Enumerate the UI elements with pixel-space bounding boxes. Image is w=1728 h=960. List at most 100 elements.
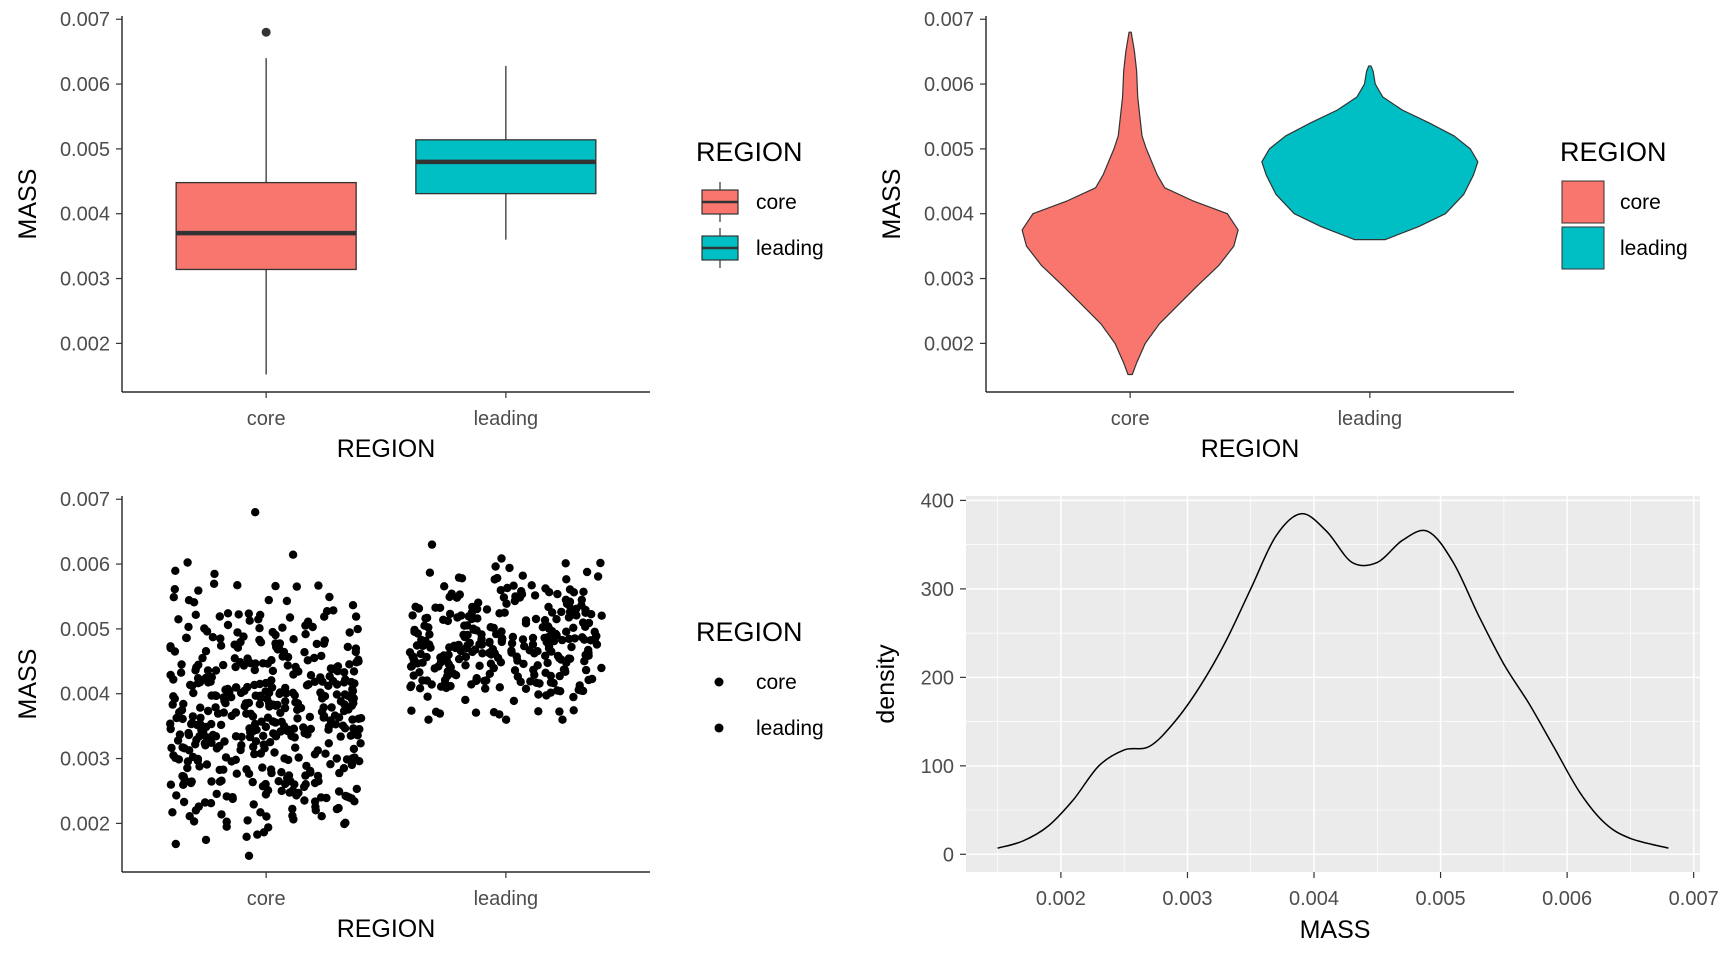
data-point-core (244, 851, 254, 860)
data-point-leading (518, 635, 528, 644)
data-point-core (171, 566, 180, 575)
data-point-leading (527, 581, 536, 590)
data-point-core (302, 681, 312, 690)
data-point-leading (492, 629, 501, 639)
data-point-leading (482, 605, 492, 614)
data-point-core (285, 788, 294, 797)
data-point-leading (406, 682, 415, 692)
data-point-core (201, 647, 211, 656)
data-point-core (345, 628, 354, 637)
data-point-leading (597, 611, 606, 620)
x-tick-label: 0.004 (1289, 888, 1339, 910)
data-point-leading (463, 630, 472, 640)
data-point-core (216, 720, 226, 730)
data-point-leading (578, 633, 587, 642)
data-point-core (207, 719, 216, 729)
data-point-leading (565, 585, 575, 594)
data-point-core (211, 666, 221, 675)
data-point-leading (424, 715, 433, 724)
y-tick-label: 0.005 (924, 139, 974, 161)
data-point-core (231, 732, 241, 741)
data-point-leading (521, 619, 531, 628)
data-point-leading (421, 614, 430, 623)
data-point-leading (413, 629, 422, 638)
data-point-core (289, 635, 298, 644)
data-point-leading (467, 614, 476, 624)
data-point-core (253, 830, 262, 839)
data-point-core (248, 777, 257, 787)
data-point-core (255, 700, 264, 709)
data-point-core (257, 717, 266, 726)
y-axis-title: MASS (14, 169, 42, 240)
x-tick-label: 0.002 (1036, 888, 1086, 910)
data-point-core (176, 668, 186, 677)
data-point-leading (562, 627, 571, 636)
data-point-core (336, 697, 346, 706)
data-point-leading (427, 540, 437, 549)
data-point-core (178, 743, 187, 752)
data-point-core (188, 712, 198, 721)
data-point-leading (565, 607, 575, 617)
y-tick-label: 0.002 (60, 333, 110, 355)
data-point-core (168, 700, 177, 709)
data-point-leading (460, 621, 469, 630)
y-tick-label: 0.006 (60, 554, 110, 576)
data-point-core (355, 757, 364, 766)
data-point-core (172, 791, 181, 800)
data-point-leading (503, 583, 512, 593)
data-point-leading (584, 675, 593, 685)
data-point-leading (533, 661, 542, 670)
data-point-leading (491, 562, 500, 571)
data-point-core (282, 689, 291, 698)
x-axis-title: REGION (337, 915, 436, 943)
data-point-core (293, 699, 303, 708)
data-point-leading (559, 665, 569, 674)
data-point-core (261, 678, 271, 688)
x-axis-title: REGION (337, 435, 436, 463)
data-point-core (346, 731, 355, 740)
data-point-core (222, 792, 231, 801)
data-point-core (231, 755, 240, 764)
density-panel: 0 100 200 300 400 0.002 0.003 0.004 0.005 0.006 0.… (872, 490, 1719, 944)
data-point-core (349, 744, 359, 754)
data-point-leading (455, 590, 464, 599)
violin-core (1021, 31, 1239, 376)
data-point-core (166, 643, 175, 653)
data-point-core (332, 663, 341, 672)
data-point-core (166, 724, 175, 734)
data-point-core (201, 835, 211, 845)
x-tick-label: leading (474, 408, 539, 430)
data-point-core (353, 624, 362, 634)
data-point-core (302, 761, 311, 771)
data-point-leading (509, 696, 519, 706)
violin-panel: 0.002 0.003 0.004 0.005 0.006 0.007 core leadin… (878, 9, 1688, 463)
data-point-core (306, 671, 316, 680)
legend-key-core (714, 677, 724, 687)
data-point-core (300, 796, 309, 805)
data-point-core (319, 639, 329, 648)
y-tick-label: 0.006 (924, 74, 974, 96)
data-point-core (317, 707, 327, 716)
data-point-leading (485, 669, 494, 678)
data-point-core (264, 595, 273, 605)
data-point-core (246, 659, 255, 668)
data-point-leading (555, 671, 564, 681)
data-point-core (317, 651, 326, 661)
y-tick-label: 0.005 (60, 619, 110, 641)
box-core (175, 181, 357, 271)
data-point-leading (519, 659, 528, 669)
data-point-core (347, 694, 357, 704)
data-point-core (195, 762, 204, 771)
data-point-leading (467, 680, 476, 689)
data-point-core (340, 690, 350, 699)
data-point-core (200, 798, 210, 807)
data-point-core (245, 616, 254, 625)
data-point-core (347, 677, 356, 687)
data-point-core (250, 665, 259, 675)
data-point-core (263, 713, 273, 722)
data-point-core (186, 680, 195, 690)
data-point-core (326, 716, 335, 725)
data-point-leading (577, 595, 586, 604)
data-point-core (198, 653, 207, 663)
x-tick-label: 0.007 (1669, 888, 1719, 910)
